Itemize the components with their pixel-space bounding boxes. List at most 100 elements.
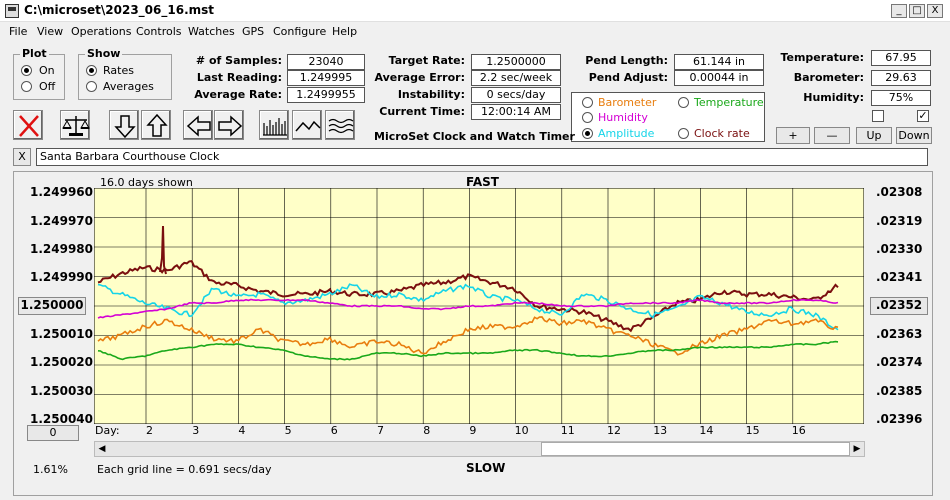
- days-shown-label: 16.0 days shown: [100, 176, 193, 189]
- plot-off-radio[interactable]: [21, 81, 32, 92]
- clear-button[interactable]: [13, 110, 43, 140]
- plot-on-label[interactable]: On: [39, 64, 55, 77]
- day-tick-label: 10: [514, 424, 529, 437]
- bar-chart-icon: [263, 118, 287, 136]
- sensor-select-group: Barometer Temperature Humidity Amplitude…: [571, 92, 765, 142]
- amplitude-radio[interactable]: [582, 128, 593, 139]
- wave-view-button[interactable]: [325, 110, 355, 140]
- zero-button[interactable]: 0: [27, 425, 79, 441]
- menu-controls[interactable]: Controls: [136, 25, 182, 38]
- arrow-right-icon: [218, 115, 243, 137]
- temperature-option-label[interactable]: Temperature: [694, 96, 764, 109]
- temperature-label: Temperature:: [780, 51, 864, 64]
- right-axis-label: .02330: [876, 242, 923, 256]
- bars-view-button[interactable]: [259, 110, 289, 140]
- right-axis-label: .02396: [876, 412, 923, 426]
- rate-chart: [94, 188, 864, 424]
- current-time-label: Current Time:: [379, 105, 465, 118]
- series-amplitude: [97, 283, 839, 331]
- window-title: C:\microset\2023_06_16.mst: [24, 3, 215, 17]
- samples-label: # of Samples:: [195, 54, 282, 67]
- menu-bar: File View Operations Controls Watches GP…: [0, 22, 950, 42]
- show-rates-radio[interactable]: [86, 65, 97, 76]
- day-tick-label: 15: [745, 424, 760, 437]
- amplitude-option-label[interactable]: Amplitude: [598, 127, 655, 140]
- grid-note: Each grid line = 0.691 secs/day: [97, 463, 272, 476]
- slow-label: SLOW: [466, 461, 506, 475]
- menu-view[interactable]: View: [37, 25, 64, 38]
- barometer-label: Barometer:: [793, 71, 864, 84]
- barometer-option-label[interactable]: Barometer: [598, 96, 657, 109]
- show-averages-radio[interactable]: [86, 81, 97, 92]
- arrow-right-button[interactable]: [214, 110, 244, 140]
- clock-name-field[interactable]: Santa Barbara Courthouse Clock: [36, 148, 928, 166]
- plot-off-label[interactable]: Off: [39, 80, 56, 93]
- temperature-radio[interactable]: [678, 97, 689, 108]
- scroll-left-arrow[interactable]: ◀: [98, 444, 106, 454]
- app-caption: MicroSet Clock and Watch Timer: [374, 130, 575, 143]
- day-tick-label: 16: [791, 424, 806, 437]
- line-view-button[interactable]: [292, 110, 322, 140]
- day-tick-label: 4: [238, 424, 246, 437]
- clock-close-button[interactable]: X: [13, 148, 31, 166]
- horizontal-scrollbar[interactable]: ◀ ▶: [94, 441, 865, 457]
- menu-file[interactable]: File: [9, 25, 28, 38]
- series-temperature: [97, 340, 839, 361]
- day-tick-label: 7: [377, 424, 384, 437]
- menu-configure[interactable]: Configure: [273, 25, 327, 38]
- left-axis-label: 1.249990: [30, 270, 94, 284]
- fast-label: FAST: [466, 175, 499, 189]
- humidity-option-label[interactable]: Humidity: [598, 111, 648, 124]
- day-tick-label: 12: [607, 424, 621, 437]
- show-rates-label[interactable]: Rates: [103, 64, 134, 77]
- balance-button[interactable]: [60, 110, 90, 140]
- checkbox-2[interactable]: ✓: [917, 109, 929, 122]
- right-axis-label: .02385: [876, 384, 923, 398]
- right-axis-label: .02363: [876, 327, 923, 341]
- arrow-left-button[interactable]: [183, 110, 213, 140]
- pend-length-label: Pend Length:: [585, 54, 668, 67]
- arrow-down-icon: [114, 115, 136, 139]
- minus-button[interactable]: —: [814, 127, 850, 144]
- target-rate-field: 1.2500000: [471, 54, 561, 70]
- last-reading-field: 1.249995: [287, 70, 365, 86]
- plus-button[interactable]: +: [776, 127, 810, 144]
- menu-operations[interactable]: Operations: [71, 25, 132, 38]
- menu-help[interactable]: Help: [332, 25, 358, 38]
- clock-rate-radio[interactable]: [678, 128, 689, 139]
- menu-gps[interactable]: GPS: [242, 25, 265, 38]
- plot-group-title: Plot: [20, 47, 49, 60]
- humidity-radio[interactable]: [582, 112, 593, 123]
- scroll-thumb[interactable]: [541, 442, 850, 456]
- up-button[interactable]: Up: [856, 127, 892, 144]
- balance-scale-icon: [62, 116, 90, 136]
- checkbox-1[interactable]: [872, 110, 884, 122]
- humidity-label: Humidity:: [803, 91, 864, 104]
- title-bar: C:\microset\2023_06_16.mst _ □ X: [0, 0, 950, 22]
- down-button[interactable]: Down: [896, 127, 932, 144]
- left-axis-label: 1.250020: [30, 355, 94, 369]
- left-axis-center-button[interactable]: 1.250000: [18, 297, 86, 315]
- arrow-down-button[interactable]: [109, 110, 139, 140]
- clock-rate-spike: [159, 225, 167, 275]
- scroll-right-arrow[interactable]: ▶: [853, 444, 861, 454]
- line-chart-icon: [295, 120, 321, 132]
- app-icon: [5, 4, 19, 18]
- minimize-button[interactable]: _: [891, 4, 907, 18]
- show-averages-label[interactable]: Averages: [103, 80, 154, 93]
- menu-watches[interactable]: Watches: [188, 25, 235, 38]
- arrow-up-button[interactable]: [141, 110, 171, 140]
- average-rate-label: Average Rate:: [194, 88, 282, 101]
- clock-rate-option-label[interactable]: Clock rate: [694, 127, 750, 140]
- day-tick-label: 13: [653, 424, 668, 437]
- barometer-radio[interactable]: [582, 97, 593, 108]
- close-window-button[interactable]: X: [927, 4, 943, 18]
- right-axis-center-button[interactable]: .02352: [870, 297, 928, 315]
- red-x-icon: [19, 115, 39, 137]
- plot-on-radio[interactable]: [21, 65, 32, 76]
- left-axis-label: 1.250010: [30, 327, 94, 341]
- instability-field: 0 secs/day: [471, 87, 561, 103]
- maximize-button[interactable]: □: [909, 4, 925, 18]
- left-axis-label: 1.249970: [30, 214, 94, 228]
- average-rate-field: 1.2499955: [287, 87, 365, 103]
